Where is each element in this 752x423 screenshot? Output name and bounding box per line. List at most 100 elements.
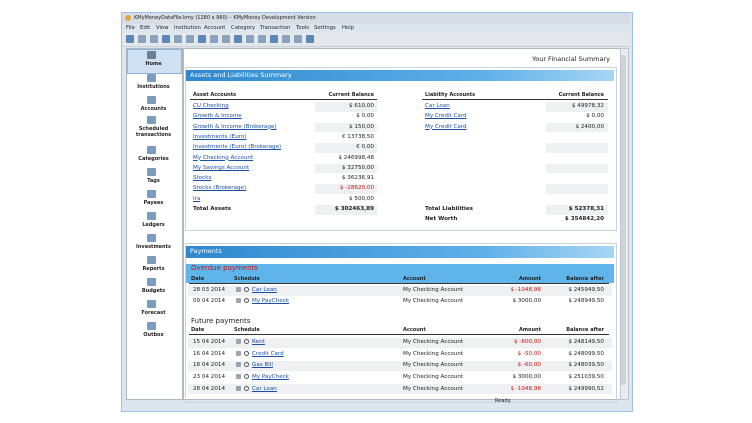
- column-header: Account: [403, 327, 426, 334]
- sidebar-item[interactable]: Accounts: [141, 106, 167, 113]
- schedule-icon: [236, 374, 241, 379]
- toolbar-icon: [270, 35, 278, 43]
- toolbar-icon: [126, 35, 134, 43]
- date: 09 04 2014: [193, 298, 225, 305]
- toolbar-icon: [210, 35, 218, 43]
- amount: $ 3000,00: [513, 374, 541, 381]
- toolbar-icon: [306, 35, 314, 43]
- account-link[interactable]: Car Loan: [425, 103, 450, 110]
- menu-item[interactable]: Account: [204, 25, 225, 32]
- account-link[interactable]: My Checking Account: [193, 155, 253, 162]
- sidebar-icon: [147, 116, 156, 124]
- date: 18 04 2014: [193, 362, 225, 369]
- total-label: Total Assets: [193, 206, 231, 213]
- toolbar-icon: [138, 35, 146, 43]
- menu-item[interactable]: View: [156, 25, 169, 32]
- toolbar-icon: [234, 35, 242, 43]
- scroll-thumb[interactable]: [621, 55, 626, 385]
- sidebar-item[interactable]: Outbox: [143, 332, 163, 339]
- schedule-link[interactable]: Gas Bill: [252, 362, 273, 369]
- amount: $ -60,00: [518, 362, 541, 369]
- group-title: Overdue payments: [191, 265, 258, 272]
- sidebar-icon: [147, 146, 156, 154]
- total-label: Net Worth: [425, 216, 457, 223]
- schedule-icon: [236, 298, 241, 303]
- schedule-link[interactable]: Car Loan: [252, 386, 277, 393]
- sidebar-item[interactable]: Tags: [147, 178, 160, 185]
- row-shade: [546, 164, 608, 174]
- schedule-icon: [236, 362, 241, 367]
- account-link[interactable]: Investments (Euro): [193, 134, 246, 141]
- amount: $ 3000,00: [513, 298, 541, 305]
- group-title: Future payments: [191, 318, 250, 325]
- column-header: Asset Accounts: [193, 92, 236, 99]
- account-link[interactable]: Growth & Income (Brokerage): [193, 124, 277, 131]
- balance-after: $ 245949,50: [568, 287, 604, 294]
- status-text: Ready.: [495, 398, 511, 405]
- column-header: Schedule: [234, 327, 260, 334]
- toolbar-icon: [282, 35, 290, 43]
- balance-after: $ 251039,50: [568, 374, 604, 381]
- column-header: Amount: [519, 276, 541, 283]
- account: My Checking Account: [403, 351, 463, 358]
- account-link[interactable]: Stocks: [193, 175, 211, 182]
- total-value: $ 354842,20: [565, 216, 604, 223]
- row-shade: [546, 143, 608, 153]
- balance: $ 49978,32: [572, 103, 604, 110]
- sidebar-item[interactable]: Reports: [142, 266, 164, 273]
- date: 15 04 2014: [193, 339, 225, 346]
- sidebar-icon: [147, 168, 156, 176]
- sidebar-item[interactable]: Home: [145, 61, 161, 68]
- sidebar-item[interactable]: Investments: [136, 244, 171, 251]
- sidebar-icon: [147, 278, 156, 286]
- schedule-link[interactable]: My PayCheck: [252, 298, 289, 305]
- menu-item[interactable]: Settings: [314, 25, 336, 32]
- schedule-link[interactable]: Rent: [252, 339, 265, 346]
- balance: € 0,00: [356, 144, 374, 151]
- schedule-icon: [236, 287, 241, 292]
- menu-item[interactable]: Category: [231, 25, 255, 32]
- schedule-link[interactable]: My PayCheck: [252, 374, 289, 381]
- balance: $ 610,00: [349, 103, 374, 110]
- menu-item[interactable]: Institution: [174, 25, 201, 32]
- section-title: Assets and Liabilities Summary: [190, 72, 292, 79]
- sidebar-item[interactable]: Ledgers: [142, 222, 165, 229]
- menu-item[interactable]: File: [126, 25, 135, 32]
- menu-item[interactable]: Tools: [296, 25, 309, 32]
- total-value: $ 52378,31: [569, 206, 604, 213]
- schedule-link[interactable]: Credit Card: [252, 351, 284, 358]
- account-link[interactable]: My Savings Account: [193, 165, 249, 172]
- column-header: Account: [403, 276, 426, 283]
- sidebar-icon: [147, 256, 156, 264]
- row-shade: [546, 195, 608, 205]
- account-link[interactable]: Growth & Income: [193, 113, 242, 120]
- sidebar-item[interactable]: Institutions: [137, 84, 170, 91]
- account-link[interactable]: CU Checking: [193, 103, 229, 110]
- schedule-link[interactable]: Car Loan: [252, 287, 277, 294]
- menu-item[interactable]: Help: [342, 25, 354, 32]
- sidebar-item[interactable]: Scheduled transactions: [129, 126, 179, 138]
- balance: $ -28620,00: [340, 185, 374, 192]
- amount: $ -50,00: [518, 351, 541, 358]
- sidebar-item[interactable]: Categories: [138, 156, 168, 163]
- account: My Checking Account: [403, 362, 463, 369]
- sidebar-item[interactable]: Payees: [144, 200, 164, 207]
- menu-item[interactable]: Edit: [140, 25, 150, 32]
- account-link[interactable]: My Credit Card: [425, 113, 467, 120]
- account-link[interactable]: Investments (Euro) (Brokerage): [193, 144, 281, 151]
- window-title: KMyMoneyDataFile.kmy (1280 x 960) – KMyM…: [134, 15, 316, 22]
- account-link[interactable]: My Credit Card: [425, 124, 467, 131]
- menu-item[interactable]: Transaction: [260, 25, 290, 32]
- account-link[interactable]: Stocks (Brokerage): [193, 185, 246, 192]
- column-header: Current Balance: [559, 92, 604, 99]
- schedule-icon: [236, 351, 241, 356]
- balance: $ 36236,91: [342, 175, 374, 182]
- sidebar-item[interactable]: Budgets: [142, 288, 165, 295]
- balance: € 13738,50: [342, 134, 374, 141]
- row-shade: [546, 184, 608, 194]
- account-link[interactable]: Ira: [193, 196, 200, 203]
- sidebar-item[interactable]: Forecast: [141, 310, 165, 317]
- amount: $ -1048,98: [511, 287, 542, 294]
- toolbar-icon: [186, 35, 194, 43]
